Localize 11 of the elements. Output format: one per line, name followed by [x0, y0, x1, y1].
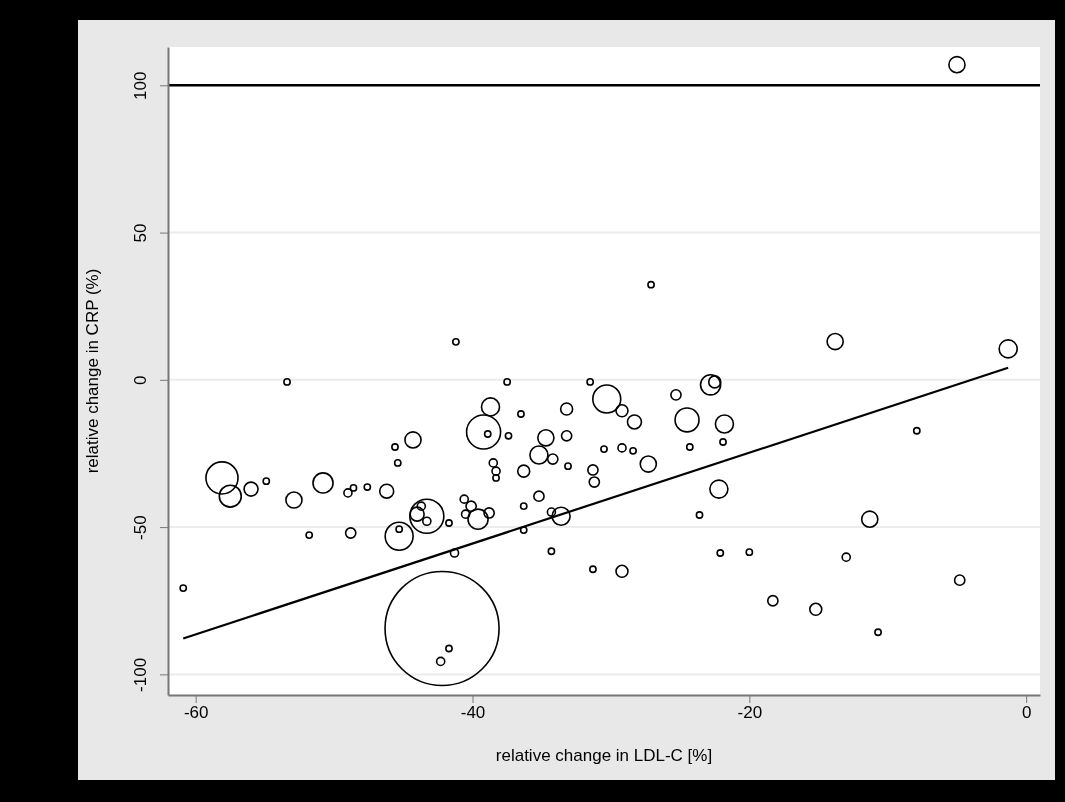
x-axis-title: relative change in LDL-C [%] — [495, 746, 713, 765]
y-tick-label: 50 — [131, 223, 150, 243]
y-axis-title: relative change in CRP (%) — [83, 268, 102, 474]
y-tick-label: -100 — [131, 657, 150, 692]
x-tick-label: -20 — [737, 703, 763, 723]
x-tick-label: 0 — [1021, 703, 1032, 723]
x-tick-label: -60 — [183, 703, 209, 723]
x-tick-label: -40 — [460, 703, 486, 723]
y-tick-label: 0 — [131, 375, 150, 386]
y-tick-label: 100 — [131, 71, 150, 100]
y-tick-label: -50 — [131, 515, 150, 540]
